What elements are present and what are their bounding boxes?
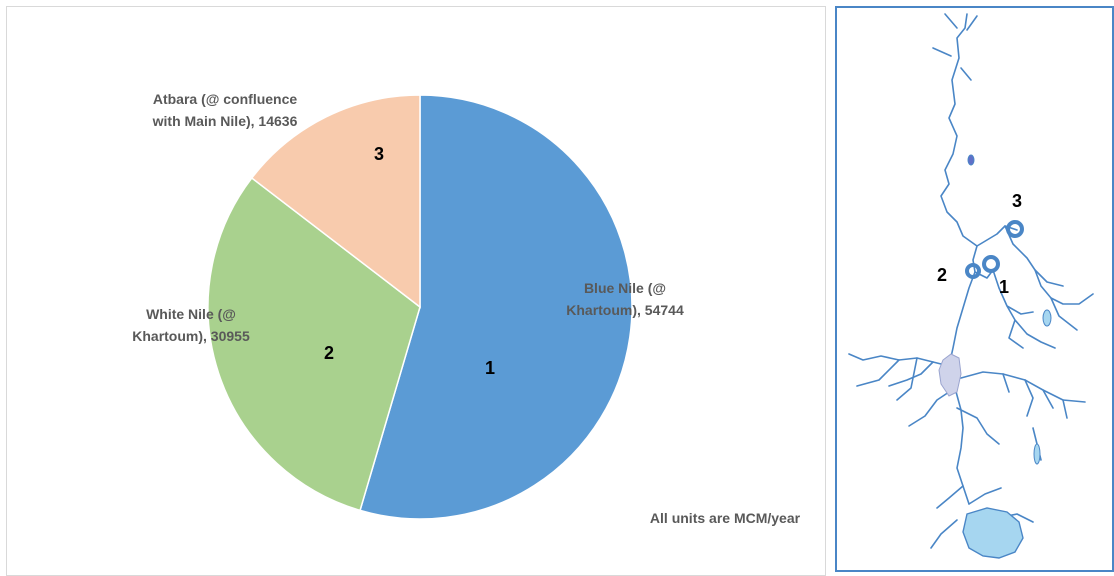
- pie-slice-3: [250, 94, 421, 309]
- map-marker-3-label: 3: [1012, 191, 1022, 211]
- slice-data-label-1: Blue Nile (@ Khartoum), 54744: [566, 280, 684, 318]
- slice-data-label-3: Atbara (@ confluence with Main Nile), 146…: [152, 91, 298, 129]
- river-network-map: 3 2 1: [848, 13, 1094, 559]
- map-marker-2-label: 2: [937, 265, 947, 285]
- marker-1-circle: [982, 255, 1000, 273]
- slice-data-label-2: White Nile (@ Khartoum), 30955: [132, 306, 250, 344]
- slice-number-3: 3: [374, 144, 384, 164]
- pie-chart-panel: 1 Blue Nile (@ Khartoum), 54744 2 White Nile…: [6, 6, 826, 576]
- marker-2-circle: [965, 263, 981, 279]
- slice-number-1: 1: [485, 358, 495, 378]
- map-marker-1-label: 1: [999, 277, 1009, 297]
- marker-3-circle: [1006, 220, 1024, 238]
- nile-basin-map: 3 2 1: [835, 6, 1114, 572]
- units-note: All units are MCM/year: [650, 510, 801, 526]
- pie-chart: 1 Blue Nile (@ Khartoum), 54744 2 White Nile…: [132, 91, 801, 526]
- slice-number-2: 2: [324, 343, 334, 363]
- slice-number-bg-1: [479, 357, 501, 381]
- slice-number-bg-2: [318, 342, 340, 366]
- pie-slice-1: [359, 94, 633, 520]
- pie-slice-2: [207, 176, 421, 512]
